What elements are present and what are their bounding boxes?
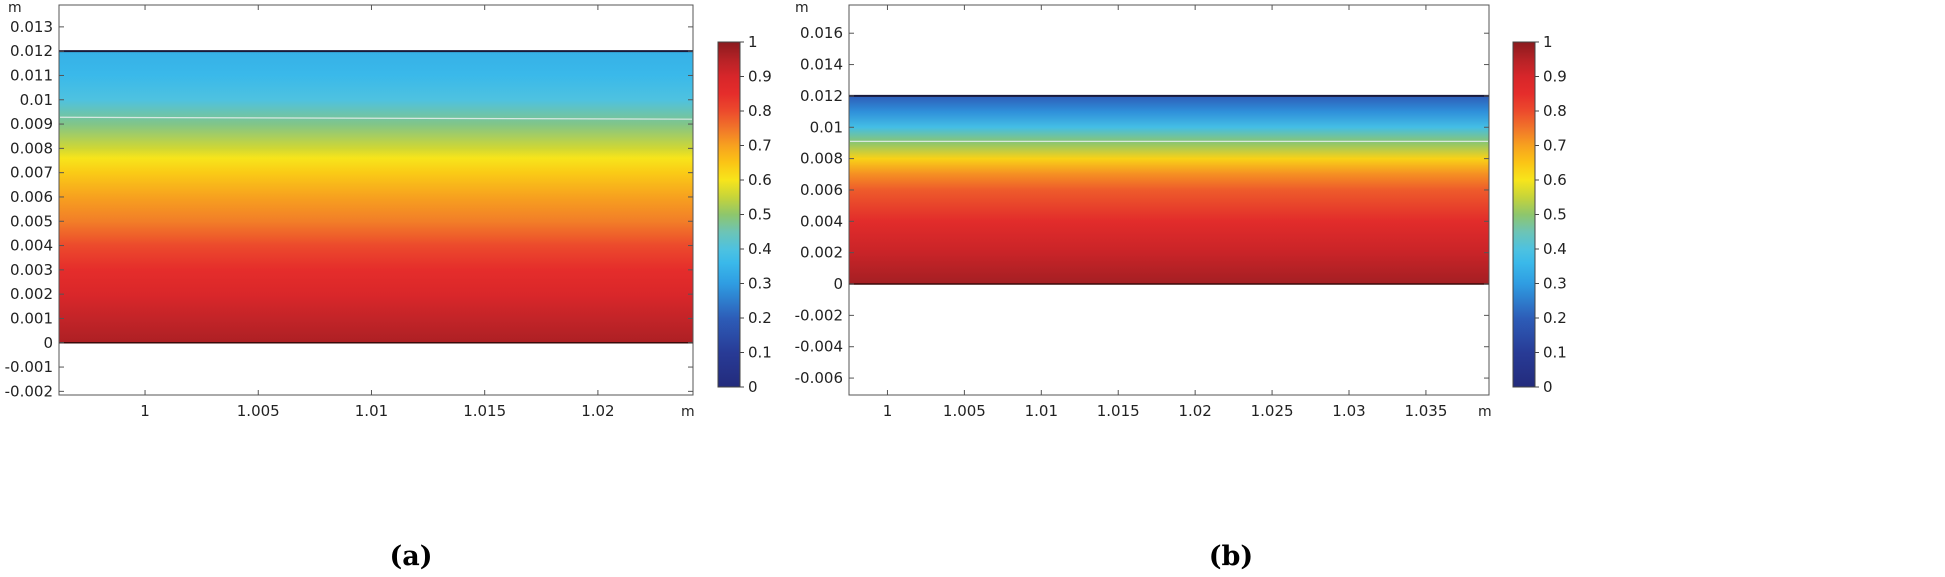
panel-a-colorbar-tick-label: 0: [748, 378, 758, 396]
panel-a-y-tick-label: 0.003: [10, 261, 53, 279]
panel-b-colorbar-tick-label: 0.4: [1543, 240, 1567, 258]
panel-a-x-tick-label: 1.02: [581, 402, 614, 420]
panel-a-y-tick-label: 0.007: [10, 164, 53, 182]
panel-a-y-tick-label: -0.001: [5, 358, 53, 376]
panel-b-x-tick-label: 1.005: [943, 402, 986, 420]
panel-a-y-tick-label: 0.01: [20, 91, 53, 109]
panel-a-colorbar-tick-label: 0.6: [748, 171, 772, 189]
panel-b-x-tick-label: 1.02: [1178, 402, 1211, 420]
panel-a-colorbar-tick-label: 0.2: [748, 309, 772, 327]
panel-a-colorbar-ticks: 0 0.1 0.2 0.3 0.4 0.5 0.6 0.7 0.8 0.9 1: [740, 33, 772, 396]
panel-a-label: (a): [389, 541, 432, 572]
panel-a-y-tick-label: 0.013: [10, 18, 53, 36]
panel-b-y-tick-label: 0.016: [800, 24, 843, 42]
panel-a-field: [59, 51, 693, 343]
panel-a-y-tick-label: 0.011: [10, 66, 53, 84]
panel-b-colorbar-tick-label: 0.3: [1543, 275, 1567, 293]
panel-b-y-tick-label: 0.012: [800, 87, 843, 105]
panel-a-x-tick-label: 1.01: [355, 402, 388, 420]
panel-b-colorbar-tick-label: 1: [1543, 33, 1553, 51]
panel-a-y-tick-label: 0.004: [10, 237, 53, 255]
panel-b-x-tick-label: 1.035: [1404, 402, 1447, 420]
panel-b-field: [849, 95, 1489, 285]
panel-a-colorbar-tick-label: 0.8: [748, 102, 772, 120]
panel-a-x-tick-label: 1.005: [237, 402, 280, 420]
panel-b: -0.006 -0.004 -0.002 0 0.002 0.004 0.006 0.008 0…: [795, 0, 1567, 572]
panel-b-x-tick-label: 1.015: [1097, 402, 1140, 420]
panel-a-colorbar-tick-label: 0.4: [748, 240, 772, 258]
panel-b-y-tick-label: 0.002: [800, 244, 843, 262]
panel-b-x-axis-ticks: 1 1.005 1.01 1.015 1.02 1.025 1.03 1.035: [883, 5, 1447, 420]
panel-b-x-tick-label: 1.03: [1332, 402, 1365, 420]
panel-a: -0.002 -0.001 0 0.001 0.002 0.003 0.004 0.005 0.…: [5, 0, 772, 572]
panel-b-colorbar-tick-label: 0.5: [1543, 206, 1567, 224]
panel-a-y-tick-label: 0.006: [10, 188, 53, 206]
panel-a-y-tick-label: 0.001: [10, 309, 53, 327]
panel-a-y-unit: m: [8, 0, 22, 16]
panel-a-y-tick-label: -0.002: [5, 382, 53, 400]
panel-b-colorbar-tick-label: 0.6: [1543, 171, 1567, 189]
panel-a-colorbar-tick-label: 1: [748, 33, 758, 51]
panel-b-x-tick-label: 1.025: [1251, 402, 1294, 420]
panel-a-y-axis-ticks: -0.002 -0.001 0 0.001 0.002 0.003 0.004 0.005 0.…: [5, 18, 693, 400]
panel-b-colorbar-tick-label: 0.7: [1543, 137, 1567, 155]
panel-a-colorbar-tick-label: 0.9: [748, 68, 772, 86]
panel-b-colorbar-tick-label: 0.8: [1543, 102, 1567, 120]
panel-b-colorbar-tick-label: 0.1: [1543, 344, 1567, 362]
panel-a-y-tick-label: 0.012: [10, 42, 53, 60]
panel-a-y-tick-label: 0.002: [10, 285, 53, 303]
panel-b-x-tick-label: 1: [883, 402, 893, 420]
panel-a-colorbar: [717, 41, 741, 388]
panel-b-x-tick-label: 1.01: [1025, 402, 1058, 420]
panel-a-colorbar-tick-label: 0.3: [748, 275, 772, 293]
panel-a-x-unit: m: [681, 404, 695, 420]
panel-b-y-tick-label: 0.01: [810, 118, 843, 136]
panel-a-y-tick-label: 0.008: [10, 139, 53, 157]
panel-b-y-tick-label: 0.008: [800, 150, 843, 168]
panel-a-x-tick-label: 1: [140, 402, 150, 420]
panel-a-x-tick-label: 1.015: [463, 402, 506, 420]
panel-b-y-tick-label: 0.006: [800, 181, 843, 199]
panel-a-colorbar-tick-label: 0.5: [748, 206, 772, 224]
panel-b-colorbar-tick-label: 0.9: [1543, 68, 1567, 86]
panel-a-x-axis-ticks: 1 1.005 1.01 1.015 1.02: [140, 5, 615, 420]
panel-b-label: (b): [1209, 541, 1253, 572]
panel-b-y-tick-label: -0.002: [795, 306, 843, 324]
panel-b-y-tick-label: -0.004: [795, 338, 843, 356]
panel-b-y-tick-label: 0.014: [800, 56, 843, 74]
panel-a-contour-line: [59, 116, 693, 120]
panel-a-colorbar-tick-label: 0.7: [748, 137, 772, 155]
panel-a-colorbar-tick-label: 0.1: [748, 344, 772, 362]
panel-b-y-tick-label: 0.004: [800, 212, 843, 230]
panel-b-colorbar: [1512, 41, 1536, 388]
panel-b-colorbar-ticks: 0 0.1 0.2 0.3 0.4 0.5 0.6 0.7 0.8 0.9 1: [1535, 33, 1567, 396]
panel-b-y-tick-label: 0: [833, 275, 843, 293]
panel-b-colorbar-tick-label: 0: [1543, 378, 1553, 396]
panel-b-y-unit: m: [795, 0, 809, 16]
panel-b-x-unit: m: [1478, 404, 1492, 420]
panel-a-y-tick-label: 0: [43, 334, 53, 352]
panel-b-y-tick-label: -0.006: [795, 369, 843, 387]
panel-b-y-axis-ticks: -0.006 -0.004 -0.002 0 0.002 0.004 0.006 0.008 0…: [795, 24, 1489, 387]
panel-a-y-tick-label: 0.005: [10, 212, 53, 230]
panel-a-y-tick-label: 0.009: [10, 115, 53, 133]
panel-b-colorbar-tick-label: 0.2: [1543, 309, 1567, 327]
